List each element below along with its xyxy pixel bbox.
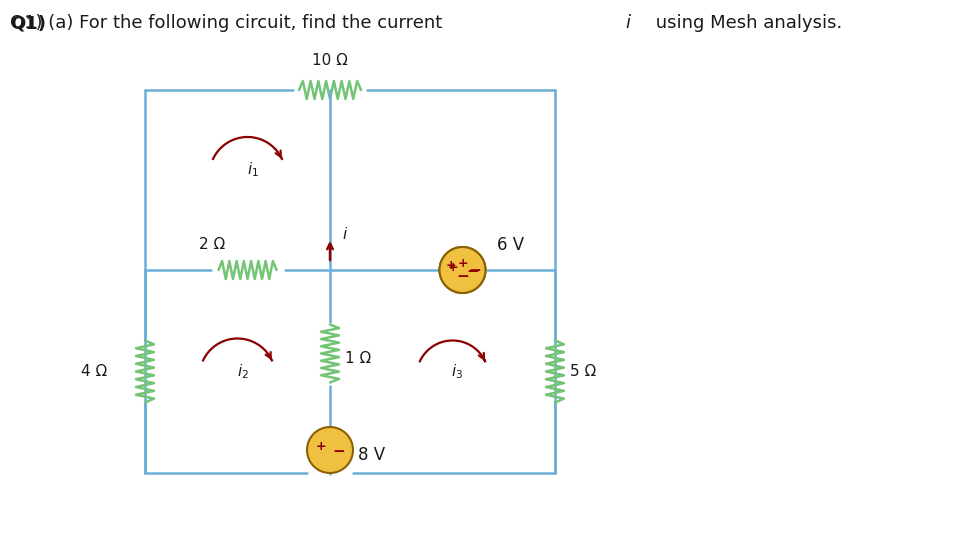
Text: using Mesh analysis.: using Mesh analysis.	[650, 14, 842, 32]
Text: −: −	[456, 269, 469, 284]
Text: 5 Ω: 5 Ω	[570, 364, 596, 379]
Text: 10 Ω: 10 Ω	[312, 53, 348, 68]
Text: −: −	[332, 444, 345, 458]
Text: Q1): Q1)	[10, 14, 46, 32]
Text: 8 V: 8 V	[358, 446, 385, 464]
Text: $i$: $i$	[342, 226, 349, 242]
Text: 6 V: 6 V	[498, 236, 524, 254]
Text: +: +	[447, 261, 457, 274]
Text: $i_3$: $i_3$	[452, 362, 463, 381]
Text: +: +	[457, 257, 468, 270]
Text: $i_2$: $i_2$	[237, 362, 248, 381]
Text: 4 Ω: 4 Ω	[81, 364, 107, 379]
Text: 2 Ω: 2 Ω	[200, 237, 225, 252]
Text: −: −	[466, 263, 478, 278]
Text: +: +	[445, 258, 456, 271]
Circle shape	[439, 247, 485, 293]
Text: +: +	[316, 440, 327, 453]
Text: $i$: $i$	[625, 14, 632, 32]
Text: −: −	[468, 263, 481, 277]
Circle shape	[307, 427, 353, 473]
Text: Q1) (a) For the following circuit, find the current: Q1) (a) For the following circuit, find …	[10, 14, 448, 32]
Circle shape	[439, 247, 485, 293]
Text: $i_1$: $i_1$	[246, 161, 259, 179]
Text: 1 Ω: 1 Ω	[345, 351, 371, 366]
